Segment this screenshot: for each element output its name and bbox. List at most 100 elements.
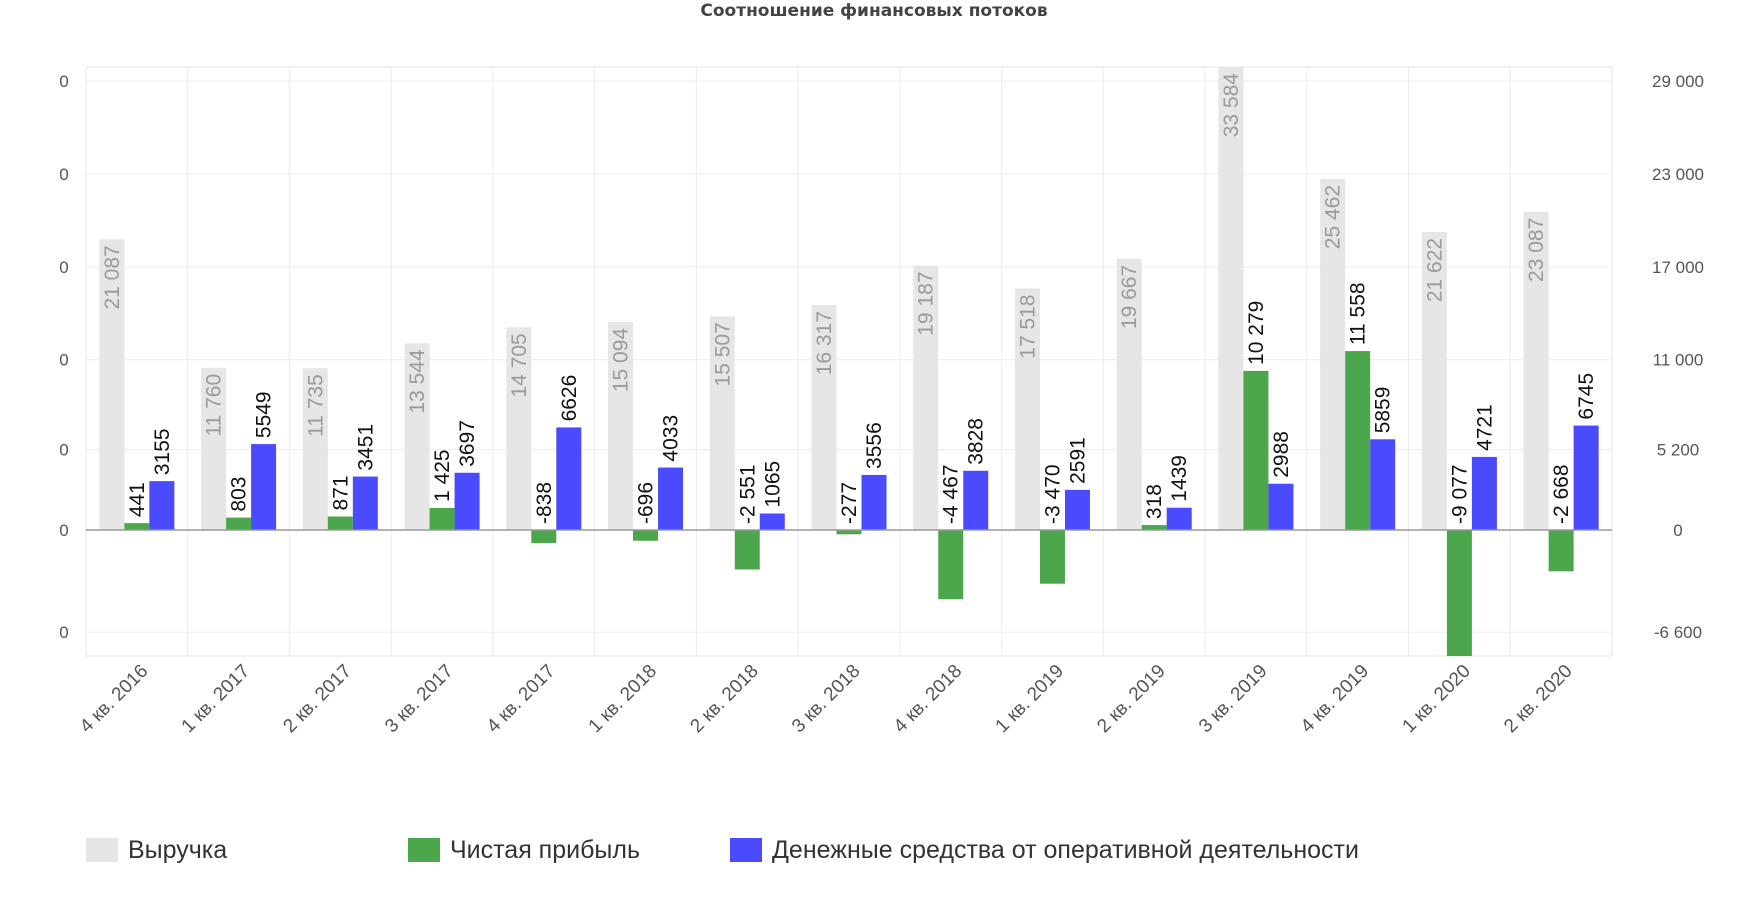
operating-cash-bar (1573, 425, 1599, 530)
x-category-label: 2 кв. 2019 (1093, 661, 1169, 737)
x-category-label: 3 кв. 2017 (381, 661, 457, 737)
net-profit-data-label: 318 (1143, 484, 1166, 519)
y-right-tick-label: 23 000 (1652, 165, 1704, 184)
x-category-label: 4 кв. 2019 (1297, 661, 1373, 737)
net-profit-bar (1141, 525, 1167, 530)
legend-label-revenue: Выручка (128, 836, 228, 864)
y-left-tick-label: 0 (59, 623, 68, 642)
revenue-data-label: 19 187 (915, 271, 938, 335)
revenue-bar (1014, 288, 1040, 530)
x-category-label: 2 кв. 2017 (279, 661, 355, 737)
y-left-tick-label: 0 (59, 165, 68, 184)
revenue-bar (99, 239, 125, 530)
operating-cash-bar (454, 472, 480, 530)
y-left-tick-label: 0 (59, 351, 68, 370)
operating-cash-bar (251, 444, 277, 530)
net-profit-data-label: -696 (635, 482, 658, 524)
revenue-data-label: 25 462 (1322, 185, 1345, 249)
net-profit-data-label: 10 279 (1245, 301, 1268, 365)
x-category-label: 1 кв. 2017 (178, 661, 254, 737)
x-category-label: 1 кв. 2019 (992, 661, 1068, 737)
revenue-bar (506, 327, 532, 530)
x-category-label: 2 кв. 2020 (1500, 661, 1576, 737)
revenue-data-label: 15 507 (711, 322, 734, 386)
net-profit-bar (1548, 530, 1574, 572)
net-profit-bar (1039, 530, 1065, 584)
revenue-data-label: 33 584 (1220, 73, 1243, 138)
revenue-data-label: 11 735 (304, 374, 327, 437)
revenue-bar (913, 265, 939, 530)
revenue-data-label: 15 094 (610, 328, 633, 393)
x-category-label: 3 кв. 2018 (788, 661, 864, 737)
x-category-label: 4 кв. 2016 (76, 661, 152, 737)
net-profit-bar (938, 530, 964, 600)
operating-cash-data-label: 4033 (660, 415, 683, 462)
net-profit-bar (1446, 530, 1472, 656)
revenue-data-label: 13 544 (406, 349, 429, 414)
net-profit-bar (633, 530, 659, 541)
operating-cash-data-label: 3828 (965, 418, 988, 465)
revenue-data-label: 16 317 (813, 311, 836, 375)
net-profit-bar (226, 517, 252, 530)
operating-cash-bar (658, 467, 684, 530)
revenue-data-label: 11 760 (203, 374, 226, 437)
legend-swatch-revenue (86, 838, 118, 862)
revenue-data-label: 14 705 (508, 333, 531, 397)
operating-cash-data-label: 1065 (761, 461, 784, 508)
operating-cash-data-label: 2988 (1270, 431, 1293, 478)
operating-cash-data-label: 1439 (1168, 455, 1191, 502)
y-right-tick-label: 5 200 (1657, 441, 1700, 460)
net-profit-data-label: -2 551 (736, 464, 759, 524)
revenue-bar (1320, 178, 1346, 531)
operating-cash-data-label: 5549 (253, 391, 276, 438)
x-category-label: 1 кв. 2018 (585, 661, 661, 737)
legend-swatch-net-profit (408, 838, 440, 862)
operating-cash-bar (1370, 439, 1396, 530)
operating-cash-bar (149, 481, 175, 530)
operating-cash-bar (759, 513, 785, 530)
operating-cash-data-label: 2591 (1066, 437, 1089, 484)
revenue-bar (1421, 231, 1447, 530)
operating-cash-bar (556, 427, 582, 530)
net-profit-data-label: 1 425 (431, 449, 454, 502)
y-left-tick-label: 0 (59, 72, 68, 91)
net-profit-bar (734, 530, 760, 570)
net-profit-data-label: 803 (228, 477, 251, 512)
operating-cash-data-label: 6626 (558, 375, 581, 422)
y-right-tick-label: 17 000 (1652, 258, 1704, 277)
revenue-bar (201, 367, 227, 530)
operating-cash-bar (861, 474, 887, 530)
operating-cash-bar (1166, 507, 1192, 530)
net-profit-bar (531, 530, 557, 543)
revenue-data-label: 21 087 (101, 245, 124, 309)
net-profit-bar (836, 530, 862, 535)
net-profit-data-label: -2 668 (1550, 464, 1573, 524)
operating-cash-data-label: 5859 (1372, 387, 1395, 434)
x-category-label: 1 кв. 2020 (1399, 661, 1475, 737)
legend-label-operating-cash: Денежные средства от оперативной деятель… (772, 836, 1359, 864)
x-category-label: 4 кв. 2017 (483, 661, 559, 737)
revenue-data-label: 17 518 (1016, 294, 1039, 358)
revenue-data-label: 19 667 (1118, 265, 1141, 329)
operating-cash-data-label: 3556 (863, 422, 886, 469)
revenue-bar (404, 343, 430, 530)
revenue-data-label: 21 622 (1423, 238, 1446, 302)
net-profit-bar (429, 507, 455, 530)
operating-cash-data-label: 6745 (1575, 373, 1598, 420)
y-right-tick-label: -6 600 (1654, 623, 1702, 642)
net-profit-data-label: -4 467 (940, 464, 963, 524)
y-right-tick-label: 29 000 (1652, 72, 1704, 91)
net-profit-data-label: -3 470 (1041, 464, 1064, 524)
revenue-bar (608, 321, 634, 530)
plot-frame (85, 66, 1613, 657)
operating-cash-bar (963, 470, 989, 530)
x-category-label: 2 кв. 2018 (686, 661, 762, 737)
net-profit-data-label: 441 (126, 482, 149, 517)
x-category-label: 4 кв. 2018 (890, 661, 966, 737)
net-profit-bar (1345, 351, 1371, 530)
revenue-bar (709, 316, 735, 530)
net-profit-data-label: -838 (533, 482, 556, 524)
revenue-bar (1523, 211, 1549, 530)
legend-label-net-profit: Чистая прибыль (450, 836, 640, 864)
revenue-data-label: 23 087 (1525, 218, 1548, 282)
